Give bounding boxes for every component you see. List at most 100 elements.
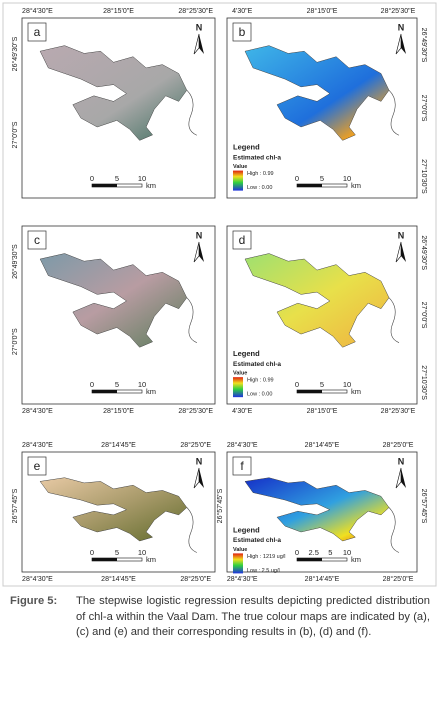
scale-bar (92, 184, 117, 187)
panel-letter: f (240, 459, 244, 473)
panel-letter-box (27, 230, 47, 250)
legend-title: Legend (233, 525, 260, 534)
legend-low: Low : 0.00 (247, 185, 272, 191)
caption-label: Figure 5: (10, 595, 58, 607)
scale-label: 0 (90, 174, 94, 183)
reservoir-map (244, 253, 390, 348)
coord-label: 26°49'30"S (11, 36, 19, 71)
north-label: N (398, 456, 405, 466)
river-line (388, 90, 400, 136)
scale-label: 10 (343, 380, 351, 389)
north-arrow (395, 241, 402, 263)
coord-label: 28°4'30"E (22, 7, 53, 15)
scale-label: 10 (343, 174, 351, 183)
panel-letter-box (232, 456, 252, 476)
scale-bar (297, 184, 322, 187)
north-label: N (196, 230, 203, 240)
legend-swatch (233, 553, 243, 574)
scale-label: 10 (343, 548, 351, 557)
coord-label: 26°57'45"S (420, 489, 428, 524)
figure-border (2, 2, 437, 587)
coord-label: 26°49'30"S (420, 28, 428, 63)
panel-frame (226, 451, 418, 573)
legend-subtitle: Estimated chl-a (233, 361, 281, 368)
coord-label: 27°0'0"S (11, 121, 19, 148)
north-label: N (398, 22, 405, 32)
panel-letter: b (239, 25, 246, 39)
scale-bar (92, 558, 117, 561)
scale-label: 0 (295, 174, 299, 183)
coord-label: 27°0'0"S (11, 328, 19, 355)
coord-label: 28°25'0"E (383, 441, 414, 449)
coord-label: 27°0'0"S (420, 302, 428, 329)
coord-label: 26°57'45"S (11, 488, 19, 523)
legend-swatch (233, 377, 243, 398)
scale-label: km (146, 555, 156, 564)
scale-label: 0 (90, 548, 94, 557)
coord-label: 28°4'30"E (227, 575, 258, 583)
coord-label: 27°0'0"S (420, 95, 428, 122)
coord-label: 28°25'30"E (381, 7, 416, 15)
north-label: N (196, 22, 203, 32)
scale-label: km (146, 387, 156, 396)
scale-label: 10 (138, 380, 146, 389)
reservoir-map (39, 45, 188, 141)
scale-label: 0 (295, 380, 299, 389)
coord-label: 28°25'30"E (381, 407, 416, 415)
north-arrow (401, 468, 406, 488)
panel-letter: d (239, 233, 246, 247)
legend-low: Low : 0.00 (247, 392, 272, 398)
scale-label: km (351, 555, 361, 564)
scale-label: 0 (90, 380, 94, 389)
north-arrow (395, 33, 402, 55)
scale-label: 5 (328, 548, 332, 557)
reservoir-map (244, 477, 390, 542)
legend-high: High : 0.99 (247, 378, 274, 384)
panel-frame (21, 451, 216, 573)
coord-label: 28°15'0"E (307, 7, 338, 15)
coord-label: 28°15'0"E (307, 407, 338, 415)
coord-label: 28°25'0"E (383, 575, 414, 583)
river-line (388, 507, 400, 553)
north-arrow (401, 34, 406, 54)
scale-label: km (146, 181, 156, 190)
legend-subtitle: Estimated chl-a (233, 537, 281, 544)
north-arrow (193, 241, 200, 263)
scale-label: 5 (115, 548, 119, 557)
scale-bar (297, 390, 322, 393)
coord-label: 28°25'0"E (180, 441, 211, 449)
panel-letter-box (232, 230, 252, 250)
scale-label: 2.5 (308, 548, 318, 557)
coord-label: 28°14'45"E (305, 575, 340, 583)
coord-label: 26°49'30"S (420, 235, 428, 270)
coord-label: 28°4'30"E (22, 441, 53, 449)
coord-label: 28°25'30"E (178, 7, 213, 15)
legend-value: Value (233, 371, 247, 377)
coord-label: 28°14'45"E (101, 441, 136, 449)
coord-label: 4'30"E (232, 8, 253, 15)
panel-letter-box (232, 22, 252, 42)
coord-label: 28°25'0"E (180, 575, 211, 583)
scale-label: 5 (115, 174, 119, 183)
panel-letter-box (27, 456, 47, 476)
panel-letter-box (27, 22, 47, 42)
north-label: N (196, 456, 203, 466)
coord-label: 28°25'30"E (178, 407, 213, 415)
north-arrow (199, 242, 204, 262)
caption-text: The stepwise logistic regression results… (76, 595, 430, 638)
north-arrow (395, 467, 402, 489)
scale-bar (92, 390, 117, 393)
legend-subtitle: Estimated chl-a (233, 154, 281, 161)
panel-letter: a (34, 25, 41, 39)
coord-label: 28°15'0"E (103, 7, 134, 15)
legend-value: Value (233, 164, 247, 170)
north-arrow (199, 34, 204, 54)
coord-label: 27°10'30"S (420, 159, 428, 194)
north-arrow (193, 33, 200, 55)
coord-label: 28°15'0"E (103, 407, 134, 415)
river-line (388, 297, 400, 343)
scale-label: km (351, 181, 361, 190)
scale-label: 10 (138, 174, 146, 183)
